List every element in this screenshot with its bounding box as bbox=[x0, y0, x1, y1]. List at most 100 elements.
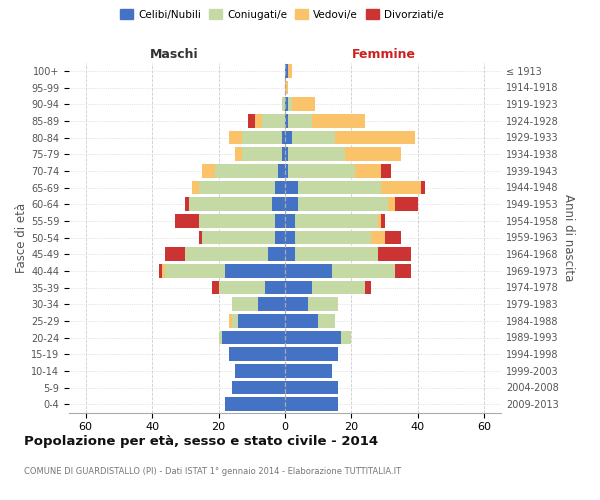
Bar bbox=[166, 264, 225, 278]
Bar bbox=[192, 180, 199, 194]
Bar bbox=[298, 198, 388, 211]
Bar bbox=[421, 180, 425, 194]
Bar bbox=[199, 214, 275, 228]
Text: Maschi: Maschi bbox=[149, 48, 199, 62]
Bar bbox=[311, 280, 365, 294]
Bar bbox=[265, 280, 285, 294]
Bar bbox=[382, 164, 391, 177]
Bar bbox=[199, 230, 202, 244]
Bar bbox=[212, 280, 218, 294]
Bar bbox=[285, 264, 332, 278]
Bar bbox=[218, 330, 222, 344]
Bar bbox=[318, 314, 335, 328]
Bar bbox=[289, 64, 292, 78]
Bar bbox=[378, 248, 411, 261]
Bar bbox=[202, 230, 275, 244]
Legend: Celibi/Nubili, Coniugati/e, Vedovi/e, Divorziati/e: Celibi/Nubili, Coniugati/e, Vedovi/e, Di… bbox=[116, 5, 448, 24]
Bar bbox=[385, 230, 401, 244]
Bar bbox=[285, 114, 289, 128]
Bar bbox=[268, 248, 285, 261]
Bar bbox=[285, 214, 295, 228]
Bar bbox=[345, 148, 401, 161]
Bar bbox=[289, 164, 355, 177]
Bar bbox=[275, 214, 285, 228]
Bar bbox=[278, 164, 285, 177]
Bar bbox=[255, 114, 262, 128]
Bar bbox=[285, 180, 298, 194]
Bar bbox=[335, 130, 415, 144]
Bar bbox=[285, 64, 289, 78]
Bar bbox=[355, 164, 382, 177]
Bar bbox=[285, 148, 289, 161]
Bar bbox=[225, 398, 285, 411]
Bar bbox=[259, 298, 285, 311]
Bar bbox=[285, 330, 341, 344]
Bar bbox=[285, 380, 338, 394]
Bar bbox=[185, 198, 188, 211]
Bar bbox=[285, 298, 308, 311]
Bar bbox=[175, 214, 199, 228]
Y-axis label: Fasce di età: Fasce di età bbox=[15, 202, 28, 272]
Bar bbox=[272, 198, 285, 211]
Bar bbox=[285, 98, 289, 111]
Bar bbox=[232, 314, 238, 328]
Bar bbox=[285, 198, 298, 211]
Bar bbox=[162, 264, 166, 278]
Bar bbox=[166, 248, 185, 261]
Bar bbox=[229, 314, 232, 328]
Bar bbox=[285, 280, 311, 294]
Bar bbox=[232, 298, 259, 311]
Bar bbox=[308, 298, 338, 311]
Bar bbox=[382, 180, 421, 194]
Bar bbox=[275, 180, 285, 194]
Y-axis label: Anni di nascita: Anni di nascita bbox=[562, 194, 575, 281]
Bar bbox=[238, 314, 285, 328]
Bar bbox=[295, 214, 378, 228]
Bar bbox=[235, 364, 285, 378]
Bar bbox=[242, 148, 281, 161]
Text: Femmine: Femmine bbox=[352, 48, 416, 62]
Bar bbox=[295, 230, 371, 244]
Bar bbox=[159, 264, 162, 278]
Bar bbox=[229, 348, 285, 361]
Bar bbox=[332, 264, 395, 278]
Bar bbox=[341, 330, 352, 344]
Bar bbox=[395, 264, 411, 278]
Bar bbox=[229, 130, 242, 144]
Bar bbox=[285, 314, 318, 328]
Bar bbox=[248, 114, 255, 128]
Bar bbox=[185, 248, 268, 261]
Bar bbox=[285, 398, 338, 411]
Bar bbox=[285, 130, 292, 144]
Bar bbox=[371, 230, 385, 244]
Bar bbox=[188, 198, 272, 211]
Bar bbox=[311, 114, 365, 128]
Bar bbox=[285, 164, 289, 177]
Bar bbox=[365, 280, 371, 294]
Bar bbox=[262, 114, 285, 128]
Bar bbox=[285, 80, 289, 94]
Bar bbox=[292, 130, 335, 144]
Bar bbox=[232, 380, 285, 394]
Bar bbox=[378, 214, 382, 228]
Bar bbox=[222, 330, 285, 344]
Bar bbox=[285, 364, 332, 378]
Bar bbox=[395, 198, 418, 211]
Bar bbox=[388, 198, 395, 211]
Bar bbox=[289, 98, 292, 111]
Bar bbox=[298, 180, 382, 194]
Bar bbox=[199, 180, 275, 194]
Text: Popolazione per età, sesso e stato civile - 2014: Popolazione per età, sesso e stato civil… bbox=[24, 435, 378, 448]
Bar bbox=[292, 98, 315, 111]
Bar bbox=[215, 164, 278, 177]
Bar bbox=[242, 130, 281, 144]
Bar bbox=[218, 280, 265, 294]
Bar bbox=[295, 248, 378, 261]
Bar bbox=[281, 148, 285, 161]
Bar bbox=[289, 148, 345, 161]
Bar bbox=[289, 114, 311, 128]
Bar bbox=[285, 248, 295, 261]
Text: COMUNE DI GUARDISTALLO (PI) - Dati ISTAT 1° gennaio 2014 - Elaborazione TUTTITAL: COMUNE DI GUARDISTALLO (PI) - Dati ISTAT… bbox=[24, 468, 401, 476]
Bar bbox=[382, 214, 385, 228]
Bar bbox=[225, 264, 285, 278]
